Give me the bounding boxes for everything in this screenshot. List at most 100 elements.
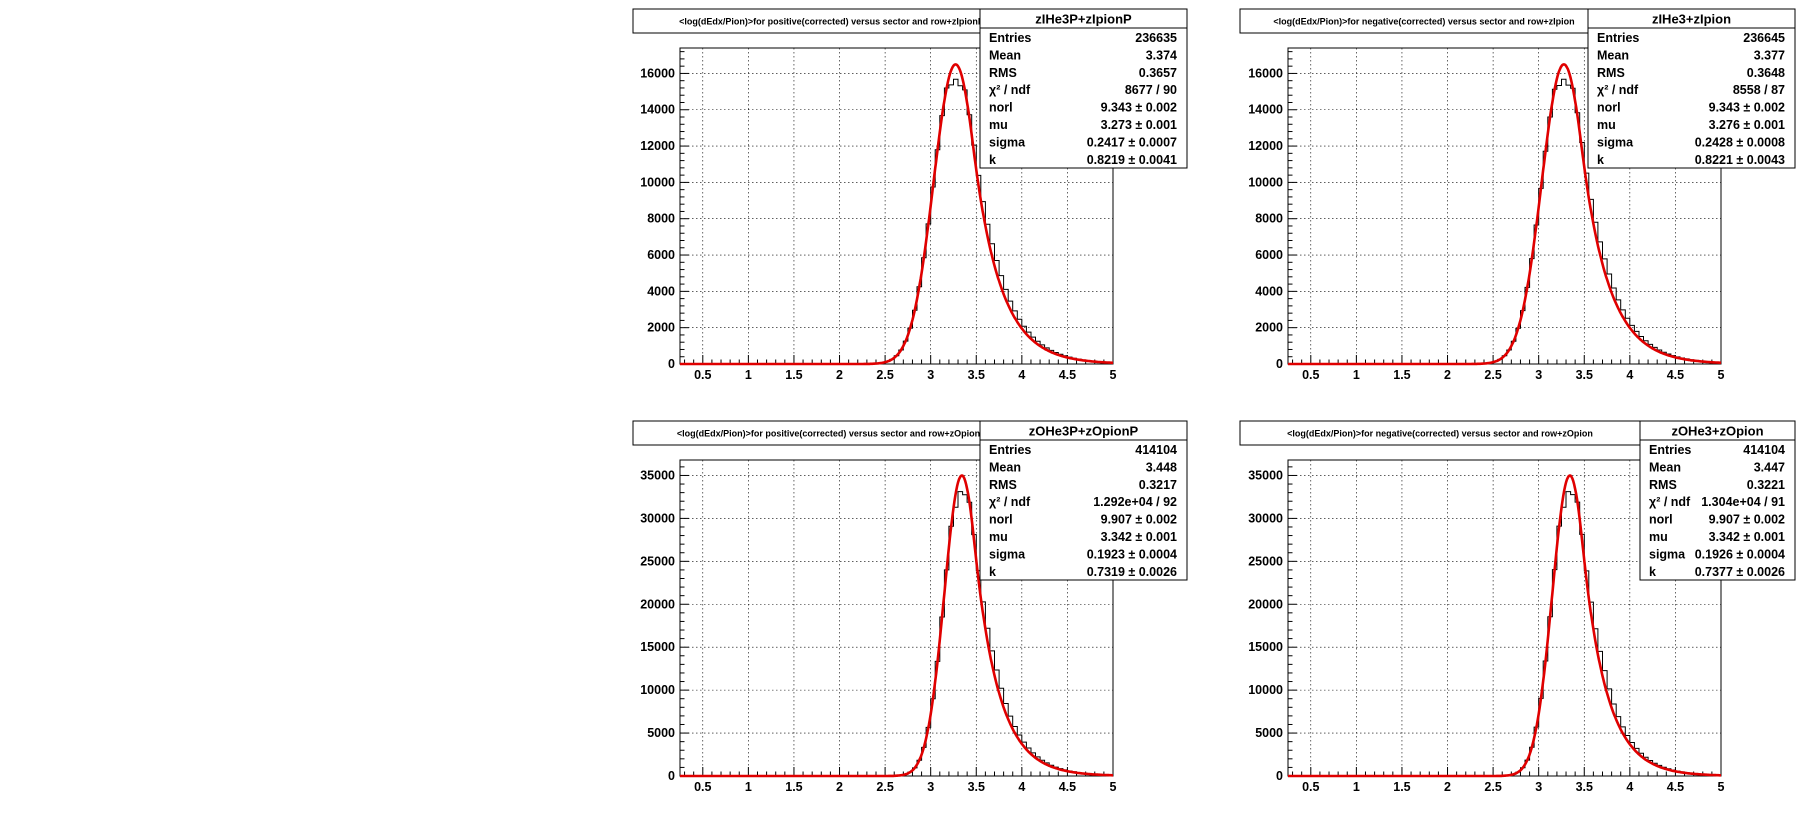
stats-value: 0.3221 <box>1747 478 1785 492</box>
x-tick-label: 0.5 <box>694 780 711 794</box>
stats-label: Mean <box>1649 460 1681 474</box>
y-tick-label: 15000 <box>640 640 675 654</box>
histogram-panel-2: 0.5 1 1.5 2 2.5 3 3.5 4 4.5 5 0 2000 4000 6000 8000 100… <box>1239 8 1796 382</box>
stats-title: zIHe3P+zIpionP <box>1035 12 1132 27</box>
y-tick-label: 0 <box>1276 769 1283 783</box>
stats-label: norl <box>1649 513 1673 527</box>
y-tick-label: 16000 <box>640 66 675 80</box>
stats-value: 0.3657 <box>1139 66 1177 80</box>
x-tick-label: 1.5 <box>785 368 802 382</box>
stats-label: Entries <box>1597 31 1639 45</box>
stats-label: χ² / ndf <box>989 495 1031 509</box>
stats-title: zOHe3P+zOpionP <box>1029 424 1139 439</box>
x-tick-label: 4 <box>1018 780 1025 794</box>
y-tick-label: 8000 <box>647 212 675 226</box>
y-tick-label: 4000 <box>647 284 675 298</box>
x-tick-label: 5 <box>1110 780 1117 794</box>
stats-label: norl <box>989 513 1013 527</box>
x-tick-label: 4 <box>1626 368 1633 382</box>
panel-title: <log(dEdx/Pion)>for negative(corrected) … <box>1273 17 1574 27</box>
stats-label: k <box>989 565 996 579</box>
x-tick-label: 1 <box>745 780 752 794</box>
stats-value: 3.374 <box>1146 48 1177 62</box>
stats-value: 0.3648 <box>1747 66 1785 80</box>
y-tick-label: 6000 <box>1255 248 1283 262</box>
x-tick-label: 4.5 <box>1059 368 1076 382</box>
x-tick-label: 0.5 <box>1302 780 1319 794</box>
stats-value: 9.343 ± 0.002 <box>1709 101 1785 115</box>
stats-value: 236635 <box>1135 31 1177 45</box>
fit-curve <box>1287 63 1722 366</box>
stats-label: RMS <box>1597 66 1625 80</box>
x-tick-label: 4 <box>1018 368 1025 382</box>
y-tick-label: 8000 <box>1255 212 1283 226</box>
stats-value: 0.2417 ± 0.0007 <box>1087 135 1177 149</box>
stats-value: 8677 / 90 <box>1125 83 1177 97</box>
panel-title-box <box>632 8 1031 34</box>
stats-title: zIHe3+zIpion <box>1652 12 1731 27</box>
x-tick-label: 4 <box>1626 780 1633 794</box>
y-tick-label: 5000 <box>1255 726 1283 740</box>
y-tick-label: 10000 <box>640 175 675 189</box>
y-tick-label: 6000 <box>647 248 675 262</box>
stats-label: norl <box>1597 101 1621 115</box>
stats-label: mu <box>989 118 1008 132</box>
stats-label: sigma <box>989 135 1026 149</box>
x-tick-label: 2.5 <box>876 368 893 382</box>
stats-value: 3.273 ± 0.001 <box>1101 118 1177 132</box>
y-tick-label: 30000 <box>640 511 675 525</box>
stats-label: norl <box>989 101 1013 115</box>
stats-label: mu <box>1597 118 1616 132</box>
x-tick-label: 2 <box>836 368 843 382</box>
x-tick-label: 2.5 <box>1484 368 1501 382</box>
x-tick-label: 5 <box>1718 780 1725 794</box>
x-tick-label: 3 <box>1535 780 1542 794</box>
stats-value: 1.292e+04 / 92 <box>1093 495 1177 509</box>
y-tick-label: 0 <box>668 357 675 371</box>
fit-curve <box>679 474 1114 778</box>
stats-value: 3.448 <box>1146 460 1177 474</box>
x-tick-label: 3 <box>1535 368 1542 382</box>
x-tick-label: 1 <box>1353 780 1360 794</box>
fit-curve <box>679 63 1114 366</box>
stats-value: 0.8221 ± 0.0043 <box>1695 153 1785 167</box>
y-tick-label: 20000 <box>1248 597 1283 611</box>
y-tick-label: 0 <box>1276 357 1283 371</box>
plot-frame <box>679 47 1114 365</box>
x-tick-label: 2 <box>1444 368 1451 382</box>
x-tick-label: 3 <box>927 368 934 382</box>
x-tick-label: 2 <box>836 780 843 794</box>
y-tick-label: 12000 <box>1248 139 1283 153</box>
stats-label: Entries <box>1649 443 1691 457</box>
y-tick-label: 16000 <box>1248 66 1283 80</box>
panel-title-box <box>632 420 1031 446</box>
x-tick-label: 2.5 <box>1484 780 1501 794</box>
stats-box <box>1587 8 1796 169</box>
stats-label: Mean <box>989 48 1021 62</box>
y-tick-label: 20000 <box>640 597 675 611</box>
x-tick-label: 3.5 <box>1576 368 1593 382</box>
stats-label: Mean <box>989 460 1021 474</box>
stats-value: 0.8219 ± 0.0041 <box>1087 153 1177 167</box>
stats-title: zOHe3+zOpion <box>1671 424 1763 439</box>
stats-value: 9.907 ± 0.002 <box>1709 513 1785 527</box>
plot-frame <box>1287 47 1722 365</box>
stats-value: 0.7377 ± 0.0026 <box>1695 565 1785 579</box>
stats-value: 9.907 ± 0.002 <box>1101 513 1177 527</box>
y-tick-label: 14000 <box>640 103 675 117</box>
panel-title-box <box>1239 420 1641 446</box>
y-tick-label: 14000 <box>1248 103 1283 117</box>
stats-value: 0.1923 ± 0.0004 <box>1087 547 1177 561</box>
panel-title: <log(dEdx/Pion)>for negative(corrected) … <box>1287 429 1593 439</box>
stats-label: mu <box>1649 530 1668 544</box>
stats-label: sigma <box>1597 135 1634 149</box>
stats-label: sigma <box>989 547 1026 561</box>
panel-title: <log(dEdx/Pion)>for positive(corrected) … <box>677 429 986 439</box>
stats-box <box>1639 420 1796 581</box>
x-tick-label: 2.5 <box>876 780 893 794</box>
stats-label: χ² / ndf <box>989 83 1031 97</box>
stats-value: 1.304e+04 / 91 <box>1701 495 1785 509</box>
stats-label: Entries <box>989 31 1031 45</box>
x-tick-label: 1.5 <box>1393 780 1410 794</box>
stats-label: χ² / ndf <box>1649 495 1691 509</box>
